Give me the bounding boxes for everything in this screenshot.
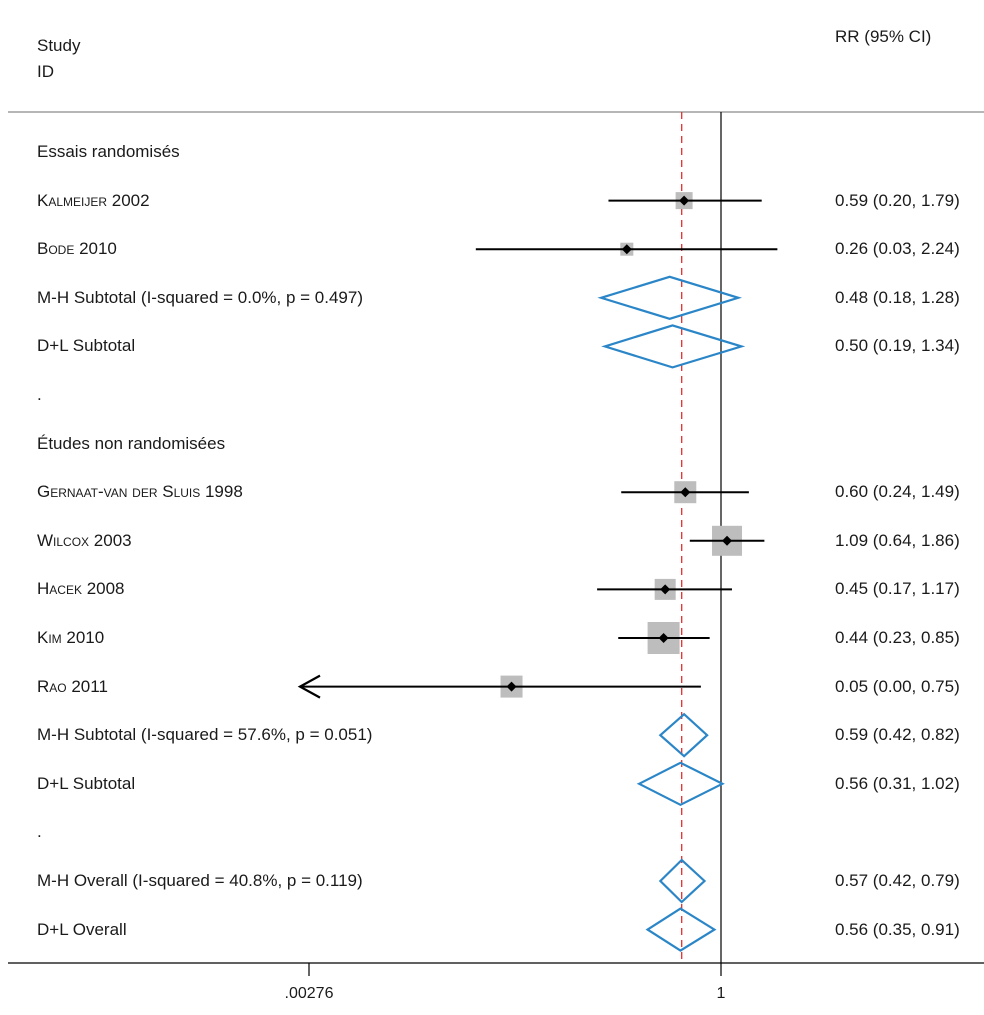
subtotal-label: M-H Subtotal (I-squared = 57.6%, p = 0.0…	[37, 725, 373, 745]
ci-text: 0.56 (0.35, 0.91)	[835, 919, 960, 939]
study-year: 2002	[107, 190, 150, 210]
subtotal-label: D+L Subtotal	[37, 336, 136, 356]
study-year: 2003	[89, 530, 132, 550]
subtotal-label: M-H Subtotal (I-squared = 0.0%, p = 0.49…	[37, 287, 364, 307]
study-author: Bode	[37, 239, 75, 259]
study-year: 2011	[66, 676, 108, 696]
study-header-line2: ID	[37, 62, 54, 81]
study-label: Rao 2011	[37, 677, 108, 697]
ci-text: 1.09 (0.64, 1.86)	[835, 530, 960, 550]
ci-text: 0.45 (0.17, 1.17)	[835, 579, 960, 599]
overall-label: D+L Overall	[37, 919, 127, 939]
point-estimate	[679, 195, 690, 206]
study-year: 2008	[81, 579, 125, 599]
group-label: Études non randomisées	[37, 433, 226, 453]
ci-text: 0.50 (0.19, 1.34)	[835, 336, 960, 356]
study-label: Kim 2010	[37, 628, 104, 648]
point-estimate	[660, 584, 671, 595]
study-year: 1998	[200, 482, 243, 502]
study-header-line1: Study	[37, 36, 81, 55]
subtotal-label: D+L Subtotal	[37, 773, 136, 793]
ci-text: 0.59 (0.42, 0.82)	[835, 725, 960, 745]
subtotal-diamond	[636, 761, 725, 807]
ci-arrow	[297, 674, 321, 699]
ci-text: 0.59 (0.20, 1.79)	[835, 190, 960, 210]
point-estimate	[680, 487, 691, 498]
study-author: Rao	[37, 676, 67, 696]
overall-diamond	[658, 858, 707, 904]
ci-text: 0.05 (0.00, 0.75)	[835, 676, 960, 696]
study-label: Hacek 2008	[37, 579, 125, 599]
spacer-label: .	[37, 385, 42, 404]
effect-column-header: RR (95% CI)	[835, 27, 932, 46]
study-label: Wilcox 2003	[37, 531, 132, 551]
subtotal-diamond	[658, 712, 709, 758]
study-year: 2010	[74, 239, 117, 259]
subtotal-diamond	[597, 275, 743, 320]
study-author: Kalmeijer	[37, 190, 108, 210]
x-tick-label-1: 1	[716, 985, 726, 1002]
study-label: Bode 2010	[37, 239, 117, 259]
point-estimate	[506, 681, 517, 692]
study-author: Kim	[37, 628, 62, 647]
study-author: Hacek	[37, 579, 82, 599]
spacer-label: .	[37, 822, 42, 842]
group-label: Essais randomisés	[37, 142, 180, 161]
x-tick-label-0: .00276	[284, 985, 334, 1002]
ci-text: 0.60 (0.24, 1.49)	[835, 482, 960, 502]
point-estimate	[658, 633, 669, 643]
study-label: Kalmeijer 2002	[37, 191, 150, 211]
ci-text: 0.57 (0.42, 0.79)	[835, 871, 960, 890]
study-label: Gernaat-van der Sluis 1998	[37, 482, 243, 502]
subtotal-diamond	[601, 324, 746, 369]
point-estimate	[621, 244, 632, 255]
ci-text: 0.56 (0.31, 1.02)	[835, 773, 960, 793]
ci-text: 0.26 (0.03, 2.24)	[835, 239, 960, 259]
ci-text: 0.44 (0.23, 0.85)	[835, 628, 960, 647]
study-author: Gernaat-van der Sluis	[37, 482, 201, 502]
study-author: Wilcox	[37, 530, 90, 550]
point-estimate	[722, 535, 733, 546]
study-column-header: Study ID	[37, 33, 80, 85]
overall-label: M-H Overall (I-squared = 40.8%, p = 0.11…	[37, 871, 363, 890]
ci-text: 0.48 (0.18, 1.28)	[835, 287, 960, 307]
study-year: 2010	[61, 628, 105, 647]
overall-diamond	[645, 907, 717, 952]
